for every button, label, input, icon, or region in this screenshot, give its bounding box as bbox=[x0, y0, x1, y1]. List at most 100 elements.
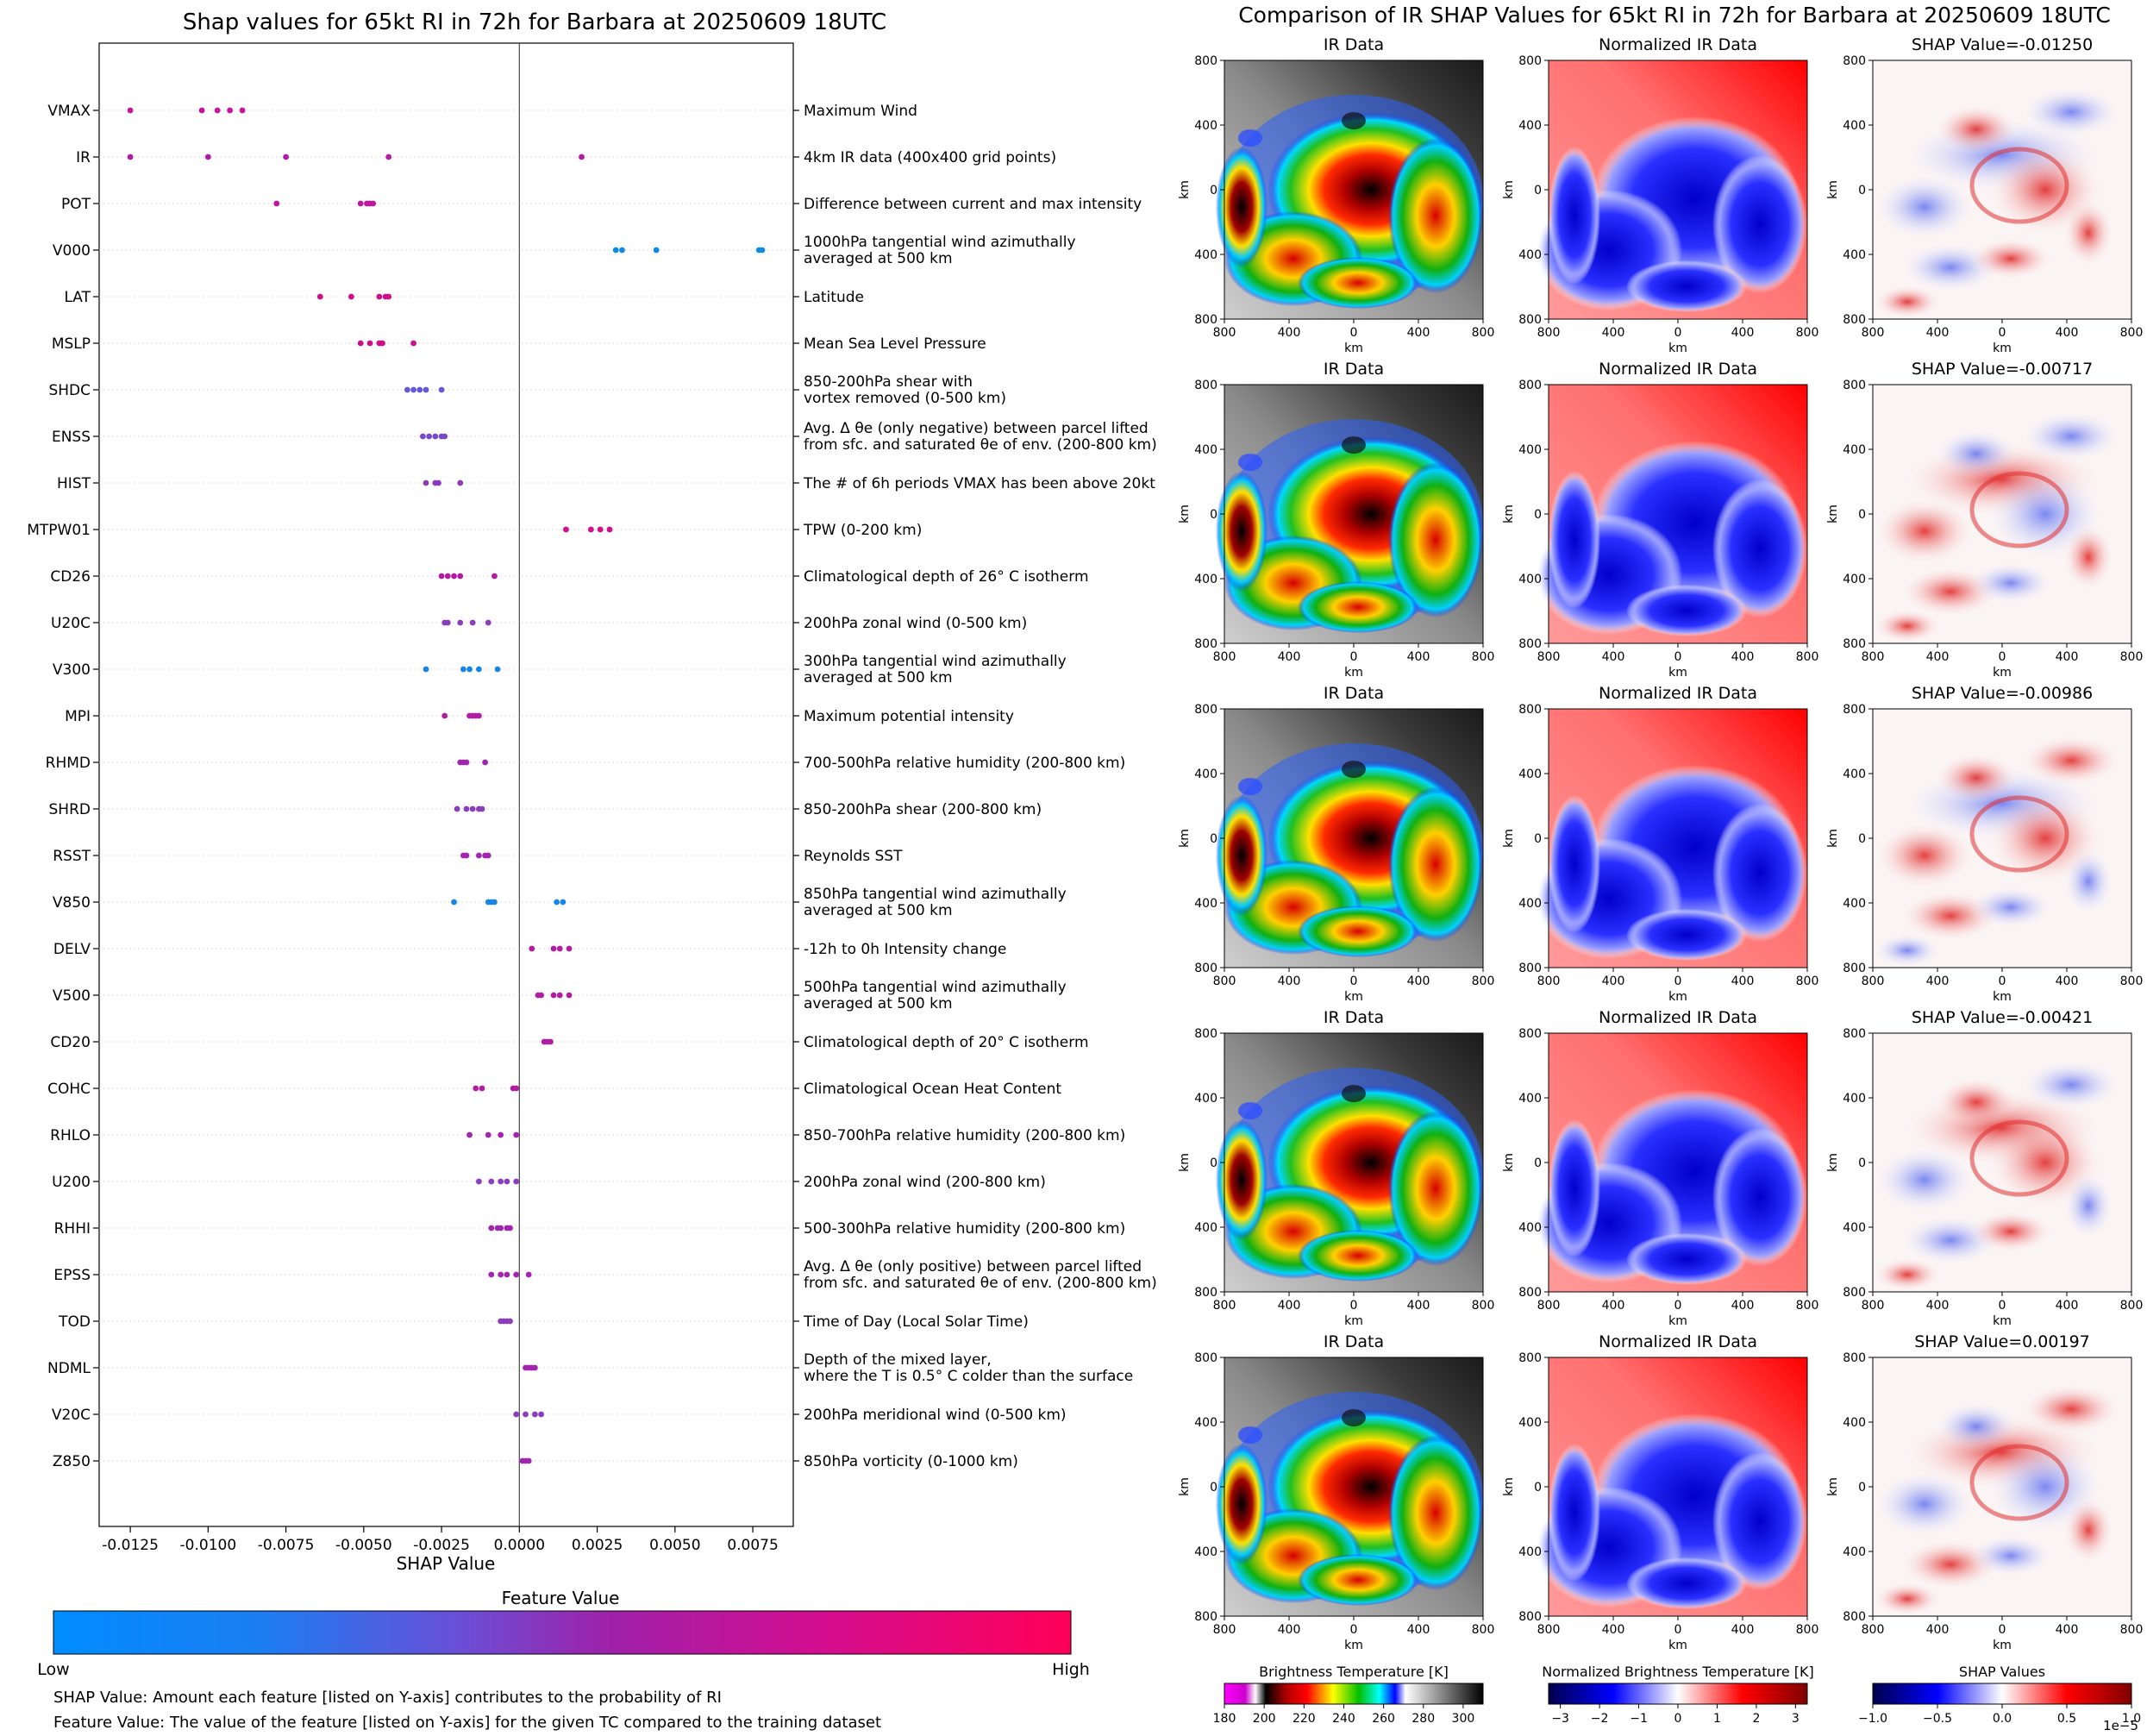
x-tick-label: 800 bbox=[1796, 326, 1819, 340]
colorbar-tick-label: 260 bbox=[1372, 1712, 1395, 1726]
y-tick-label: 800 bbox=[1518, 379, 1542, 392]
x-axis-label: km bbox=[1993, 342, 2012, 355]
shap-point bbox=[507, 1225, 513, 1231]
shap-point bbox=[376, 293, 383, 300]
shap-region bbox=[1933, 752, 2019, 804]
feature-description-label: Climatological depth of 26° C isotherm bbox=[804, 568, 1089, 586]
x-tick-label: 400 bbox=[1407, 1299, 1430, 1313]
small-cloud bbox=[1238, 1102, 1262, 1119]
x-tick-label: 0.0025 bbox=[572, 1537, 623, 1554]
shap-region bbox=[1873, 821, 1976, 890]
shap-region bbox=[1873, 285, 1942, 319]
small-cloud bbox=[1238, 454, 1262, 471]
bt-colorbar-ticks: 180 200 220 240 260 280 300 bbox=[1213, 1704, 1474, 1726]
y-tick-label: 400 bbox=[1843, 573, 1866, 586]
ir-data-image bbox=[1216, 385, 1483, 643]
x-tick-label: 400 bbox=[1278, 975, 1301, 988]
y-tick-label: 800 bbox=[1194, 1351, 1217, 1365]
shap-point bbox=[476, 852, 482, 859]
shap-colorbar-exponent: 1e−5 bbox=[2103, 1718, 2138, 1733]
western-cold-band bbox=[1549, 147, 1600, 285]
y-tick-label: 400 bbox=[1518, 1416, 1542, 1430]
x-tick-label: 0 bbox=[1674, 1623, 1682, 1637]
shap-point bbox=[463, 852, 470, 859]
x-tick-label: 0 bbox=[1674, 1299, 1682, 1313]
shap-point bbox=[531, 1364, 538, 1371]
feature-description-label: 4km IR data (400x400 grid points) bbox=[804, 149, 1056, 166]
feature-name-label: MPI bbox=[65, 708, 91, 725]
shap-point bbox=[498, 1271, 504, 1278]
feature-description-label: Mean Sea Level Pressure bbox=[804, 335, 986, 353]
shap-point bbox=[283, 154, 289, 160]
x-tick-label: 400 bbox=[1407, 1623, 1430, 1637]
shap-point bbox=[423, 666, 429, 673]
colorbar-tick-label: 0 bbox=[1674, 1712, 1682, 1726]
x-tick-label: 400 bbox=[1278, 1299, 1301, 1313]
panel-title-shap: SHAP Value=-0.01250 bbox=[1912, 35, 2093, 54]
x-tick-label: 800 bbox=[2120, 1623, 2144, 1637]
y-tick-label: 400 bbox=[1518, 1221, 1542, 1235]
western-cold-band bbox=[1549, 1119, 1600, 1257]
colorbar-tick-label: −1 bbox=[1630, 1712, 1648, 1726]
y-tick-label: 800 bbox=[1194, 1610, 1217, 1624]
left-convection bbox=[1216, 795, 1268, 916]
shap-point bbox=[457, 619, 464, 626]
x-tick-label: 400 bbox=[1602, 975, 1625, 988]
x-axis-label: km bbox=[1993, 1639, 2012, 1652]
x-tick-label: 400 bbox=[1407, 326, 1430, 340]
shap-point bbox=[416, 386, 423, 393]
feature-description-label: Latitude bbox=[804, 289, 864, 306]
x-tick-label: 0 bbox=[1999, 1299, 2006, 1313]
shap-point bbox=[451, 899, 457, 906]
shap-point bbox=[385, 293, 392, 300]
x-tick-label: 800 bbox=[1472, 326, 1495, 340]
y-tick-label: 0 bbox=[1858, 508, 1866, 522]
x-axis-label: km bbox=[1344, 1314, 1363, 1328]
shap-point bbox=[560, 899, 566, 906]
feature-name-label: HIST bbox=[57, 475, 91, 492]
feature-name-label: LAT bbox=[64, 289, 91, 306]
x-tick-label: 400 bbox=[1731, 975, 1755, 988]
shap-region bbox=[1873, 172, 1976, 241]
feature-description-label: vortex removed (0-500 km) bbox=[804, 390, 1006, 407]
y-tick-label: 400 bbox=[1194, 897, 1217, 911]
x-axis-label: km bbox=[1668, 1314, 1687, 1328]
colorbar-tick-label: 180 bbox=[1213, 1712, 1236, 1726]
y-tick-label: 400 bbox=[1194, 1221, 1217, 1235]
shap-point bbox=[556, 992, 563, 999]
shap-region bbox=[2019, 1059, 2123, 1111]
shap-point bbox=[498, 1225, 504, 1231]
shap-point bbox=[204, 154, 211, 160]
x-tick-label: 400 bbox=[1926, 650, 1950, 664]
y-tick-label: 800 bbox=[1194, 962, 1217, 975]
y-tick-label: 0 bbox=[1210, 832, 1217, 846]
shap-point bbox=[357, 340, 364, 347]
y-tick-label: 800 bbox=[1518, 703, 1542, 717]
shap-point bbox=[466, 666, 473, 673]
shap-point bbox=[491, 899, 498, 906]
shap-region bbox=[2062, 1171, 2114, 1240]
shap-point bbox=[227, 107, 234, 114]
feature-name-label: V300 bbox=[53, 661, 91, 679]
shap-point bbox=[316, 293, 323, 300]
feature-description-label: Avg. Δ θe (only negative) between parcel… bbox=[804, 420, 1149, 437]
normalized-ir-image bbox=[1536, 1033, 1807, 1292]
southern-band bbox=[1298, 1554, 1418, 1606]
x-tick-label: -0.0125 bbox=[102, 1537, 159, 1554]
panel-title-ir: IR Data bbox=[1324, 35, 1384, 54]
shap-region bbox=[2062, 1495, 2114, 1564]
shap-region bbox=[1968, 1534, 2054, 1577]
shap-region bbox=[1933, 103, 2019, 155]
shap-colorbar bbox=[1872, 1683, 2132, 1705]
ir-data-image bbox=[1216, 1033, 1483, 1292]
feature-description-label: averaged at 500 km bbox=[804, 995, 953, 1012]
shap-point bbox=[214, 107, 221, 114]
normalized-ir-image bbox=[1536, 385, 1807, 643]
x-tick-label: 400 bbox=[1926, 1623, 1950, 1637]
y-axis-label: km bbox=[1178, 180, 1192, 199]
y-tick-label: 800 bbox=[1518, 1027, 1542, 1041]
shap-point bbox=[494, 666, 501, 673]
colorbar-tick-label: 2 bbox=[1752, 1712, 1760, 1726]
